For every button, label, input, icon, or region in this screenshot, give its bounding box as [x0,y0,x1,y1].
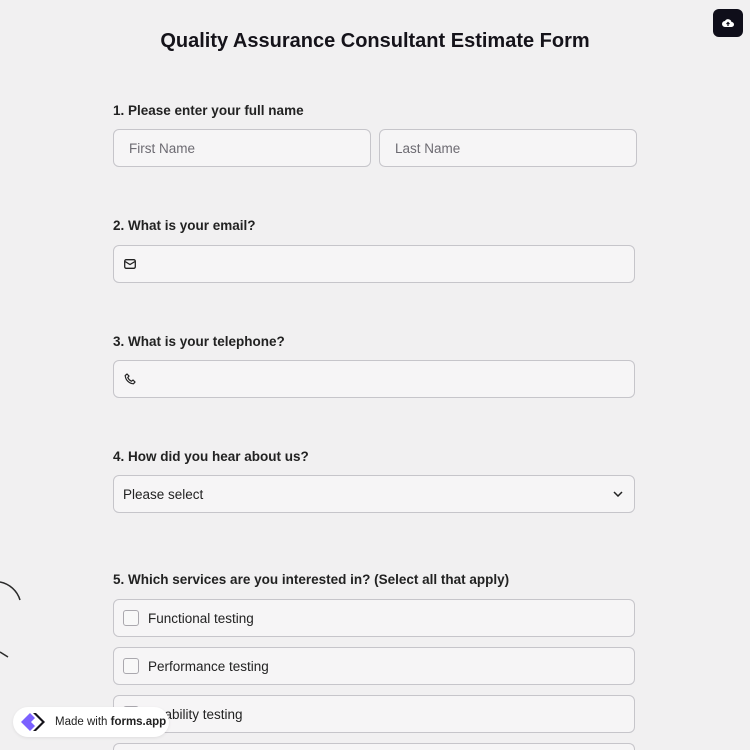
select-value: Please select [123,486,204,502]
email-input[interactable] [113,245,635,283]
phone-icon [124,372,138,386]
option-label: Functional testing [148,610,254,626]
checkbox[interactable] [123,610,139,626]
checkbox[interactable] [123,658,139,674]
question-5-label: 5. Which services are you interested in?… [113,572,510,587]
form-title: Quality Assurance Consultant Estimate Fo… [160,30,590,52]
first-name-placeholder: First Name [129,140,196,156]
question-4-label: 4. How did you hear about us? [113,449,309,464]
option-functional-testing[interactable]: Functional testing [113,599,635,637]
chevron-down-icon [613,491,623,497]
option-label: Usability testing [148,706,243,722]
option-next[interactable] [113,743,635,750]
first-name-input[interactable]: First Name [113,129,371,167]
decorative-arc [0,581,21,658]
question-1-label: 1. Please enter your full name [113,103,304,118]
last-name-input[interactable]: Last Name [379,129,637,167]
forms-app-logo-icon [21,713,45,731]
badge-prefix: Made with [55,716,111,728]
save-progress-button[interactable] [713,9,743,37]
option-label: Performance testing [148,658,269,674]
question-2-label: 2. What is your email? [113,218,256,233]
telephone-input[interactable] [113,360,635,398]
question-3-label: 3. What is your telephone? [113,334,285,349]
option-performance-testing[interactable]: Performance testing [113,647,635,685]
option-usability-testing[interactable]: Usability testing [113,695,635,733]
cloud-upload-icon [722,19,734,27]
mail-icon [124,257,138,271]
made-with-badge[interactable]: Made with forms.app [13,707,169,737]
last-name-placeholder: Last Name [395,140,461,156]
badge-brand: forms.app [110,716,167,728]
hear-about-us-select[interactable]: Please select [113,475,635,513]
